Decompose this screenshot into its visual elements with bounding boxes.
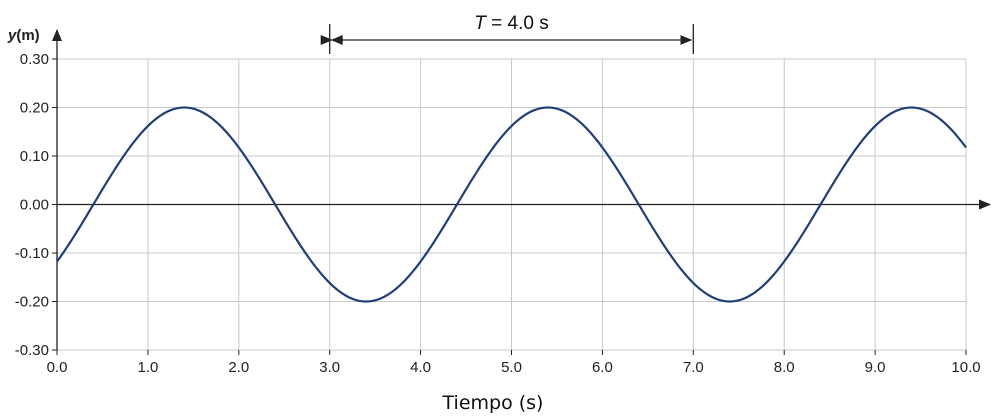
x-tick-label: 1.0 <box>137 359 158 376</box>
x-tick-label: 7.0 <box>683 359 704 376</box>
x-tick-label: 3.0 <box>319 359 340 376</box>
x-axis-label: Tiempo (s) <box>442 392 544 414</box>
y-axis-label-var: y <box>7 27 17 44</box>
y-tick-labels: 0.30 0.20 0.10 0.00 -0.10 -0.20 -0.30 <box>15 51 49 359</box>
series-line <box>56 106 967 303</box>
grid <box>57 58 967 351</box>
period-arrowhead-left <box>330 35 343 45</box>
x-tick-label: 0.0 <box>47 359 68 376</box>
period-annotation: T = 4.0 s <box>320 13 694 54</box>
period-label: T = 4.0 s <box>474 13 548 34</box>
y-axis-label: y(m) <box>7 27 40 44</box>
period-label-var: T <box>474 13 487 34</box>
x-tick-label: 8.0 <box>774 359 795 376</box>
x-tick-label: 9.0 <box>865 359 886 376</box>
y-tick-label: 0.00 <box>20 197 49 214</box>
period-label-value: = 4.0 s <box>486 13 549 34</box>
x-tick-label: 2.0 <box>228 359 249 376</box>
y-tick-label: 0.30 <box>20 51 49 68</box>
y-tick-label: -0.20 <box>15 294 49 311</box>
y-tick-label: 0.20 <box>20 100 49 117</box>
y-tick-label: -0.30 <box>15 342 49 359</box>
x-tick-labels: 0.0 1.0 2.0 3.0 4.0 5.0 6.0 7.0 8.0 9.0 10.0 <box>47 359 981 376</box>
x-tick-label: 4.0 <box>410 359 431 376</box>
y-tick-label: 0.10 <box>20 148 49 165</box>
x-tick-label: 10.0 <box>951 359 980 376</box>
x-tick-label: 5.0 <box>501 359 522 376</box>
y-tick-label: -0.10 <box>15 245 49 262</box>
axes <box>52 29 991 355</box>
x-tick-label: 6.0 <box>592 359 613 376</box>
y-axis-label-unit: (m) <box>16 27 39 44</box>
series-layer <box>56 106 967 303</box>
